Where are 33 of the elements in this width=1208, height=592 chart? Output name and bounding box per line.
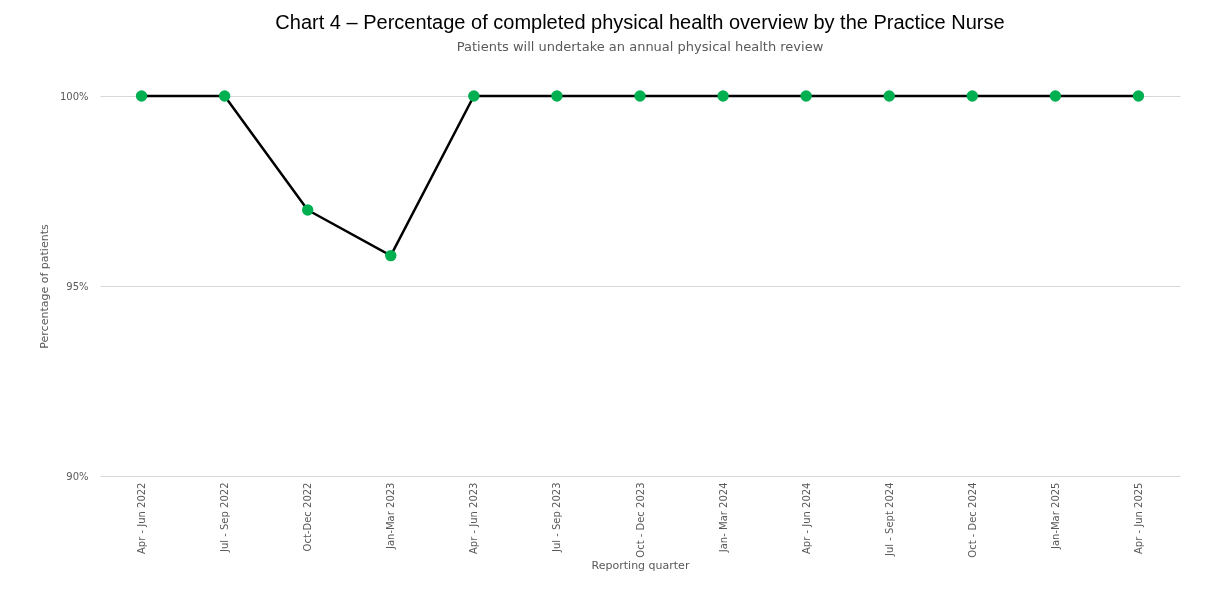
point	[717, 90, 729, 102]
x-tick-label: Oct - Dec 2023	[634, 482, 646, 558]
point	[468, 90, 480, 102]
point	[385, 249, 397, 262]
x-tick-label: Apr - Jun 2023	[468, 482, 480, 555]
y-axis-title: Percentage of patients	[37, 224, 51, 349]
x-axis-title: Reporting quarter	[591, 558, 690, 572]
y-tick-label: 100%	[59, 90, 89, 102]
point	[135, 90, 148, 102]
y-tick-label: 90%	[66, 470, 89, 482]
x-tick-label: Apr - Jun 2025	[1132, 482, 1144, 555]
point	[800, 90, 812, 102]
chart-title: Chart 4 – Percentage of completed physical health overview by the Practice Nurse	[275, 11, 1005, 34]
y-tick-label: 95%	[66, 280, 89, 292]
point	[966, 90, 979, 102]
point	[1132, 90, 1145, 102]
x-tick-label: Oct-Dec 2022	[302, 482, 314, 552]
x-tick-label: Apr - Jun 2024	[800, 482, 812, 555]
point	[883, 90, 895, 102]
x-tick-label: Jan- Mar 2024	[717, 482, 729, 554]
x-tick-label: Jul - Sept 2024	[883, 482, 895, 557]
point	[551, 90, 563, 102]
point	[218, 90, 231, 102]
x-tick-label: Apr - Jun 2022	[136, 482, 148, 555]
x-tick-label: Jul - Sep 2023	[551, 482, 563, 554]
point	[634, 90, 646, 102]
point	[1049, 90, 1062, 102]
x-tick-label: Jan-Mar 2025	[1049, 482, 1061, 551]
chart-subtitle: Patients will undertake an annual physical health review	[456, 39, 824, 55]
x-tick-label: Jan-Mar 2023	[385, 482, 397, 551]
x-tick-label: Jul - Sep 2022	[219, 482, 231, 554]
x-tick-label: Oct - Dec 2024	[966, 482, 978, 558]
point	[301, 204, 314, 216]
